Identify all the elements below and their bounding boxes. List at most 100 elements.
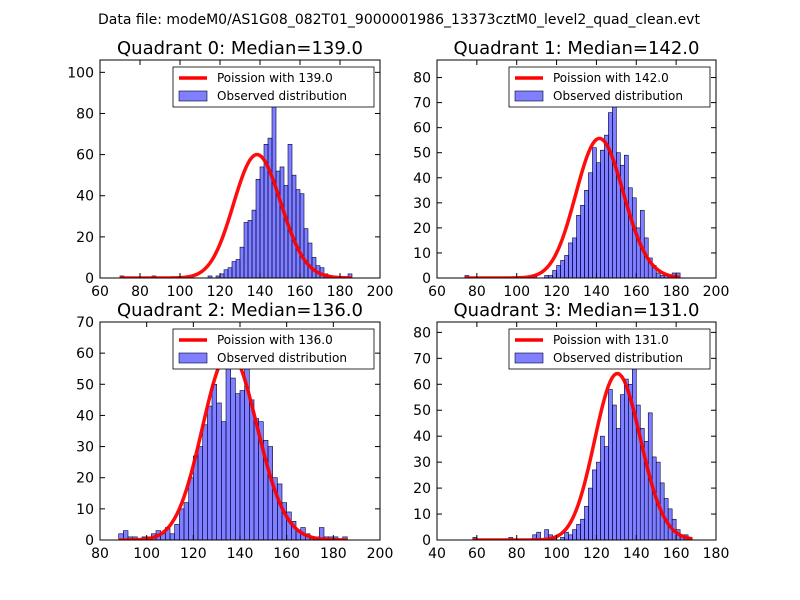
legend-bar-swatch bbox=[178, 352, 208, 364]
x-tick-label: 80 bbox=[131, 284, 149, 300]
x-tick-label: 40 bbox=[428, 546, 446, 562]
histogram-bar bbox=[612, 404, 617, 541]
legend-line-label: Poission with 136.0 bbox=[217, 333, 333, 347]
histogram-bar bbox=[596, 162, 601, 279]
histogram-bar bbox=[564, 255, 569, 279]
y-tick-label: 30 bbox=[413, 455, 431, 471]
y-tick-label: 10 bbox=[413, 507, 431, 523]
histogram-bar bbox=[620, 394, 625, 541]
histogram-bar bbox=[169, 533, 175, 541]
histogram-bar bbox=[221, 421, 227, 541]
suptitle: Data file: modeM0/AS1G08_082T01_90000019… bbox=[98, 12, 700, 28]
histogram-bar bbox=[564, 531, 569, 541]
x-tick-label: 60 bbox=[428, 284, 446, 300]
y-tick-label: 20 bbox=[76, 471, 94, 487]
x-tick-label: 140 bbox=[227, 546, 254, 562]
legend-bar-label: Observed distribution bbox=[553, 351, 683, 365]
y-tick-label: 50 bbox=[76, 377, 94, 393]
histogram-bar bbox=[572, 529, 577, 541]
histogram-bar bbox=[592, 147, 597, 279]
histogram-bar bbox=[287, 144, 293, 279]
legend-line-label: Poission with 139.0 bbox=[217, 71, 333, 85]
histogram-bar bbox=[202, 424, 208, 541]
histogram-bar bbox=[227, 267, 233, 279]
histogram-bar bbox=[267, 137, 273, 279]
histogram-bar bbox=[207, 405, 213, 541]
histogram-bar bbox=[197, 446, 203, 541]
x-tick-label: 160 bbox=[623, 284, 650, 300]
legend-bar-label: Observed distribution bbox=[217, 351, 347, 365]
x-tick-label: 100 bbox=[167, 284, 194, 300]
histogram-bar bbox=[552, 270, 557, 279]
histogram-bar bbox=[580, 518, 585, 541]
histogram-bar bbox=[568, 534, 573, 541]
x-tick-label: 180 bbox=[703, 546, 730, 562]
histogram-bar bbox=[624, 154, 629, 279]
histogram-bar bbox=[231, 261, 237, 279]
x-tick-label: 160 bbox=[287, 284, 314, 300]
y-tick-label: 10 bbox=[413, 246, 431, 262]
y-tick-label: 50 bbox=[413, 146, 431, 162]
y-tick-label: 70 bbox=[76, 315, 94, 331]
histogram-bar bbox=[277, 483, 283, 541]
histogram-bar bbox=[628, 187, 633, 279]
quadrant-3-panel: Quadrant 3: Median=131.040 60 80 100 120 140 1… bbox=[413, 300, 729, 562]
axes-frame bbox=[436, 59, 717, 279]
histogram-bar bbox=[251, 209, 257, 279]
histogram-bar bbox=[223, 269, 229, 279]
histogram-bar bbox=[576, 524, 581, 541]
histogram-bar bbox=[631, 347, 637, 541]
histogram-bar bbox=[239, 246, 245, 279]
legend-bar-swatch bbox=[514, 90, 544, 102]
histogram-bar bbox=[655, 272, 661, 279]
x-tick-label: 120 bbox=[583, 546, 610, 562]
histogram-bar bbox=[592, 469, 597, 541]
histogram-bar bbox=[604, 446, 609, 541]
y-tick-label: 30 bbox=[413, 196, 431, 212]
quadrant-0-panel: Quadrant 0: Median=139.0 60 80 100 120 140 160… bbox=[67, 38, 393, 300]
histogram-bar bbox=[267, 446, 273, 541]
x-tick-label: 80 bbox=[468, 284, 486, 300]
panel-title: Quadrant 0: Median=139.0 bbox=[117, 38, 363, 59]
y-tick-label: 60 bbox=[76, 148, 94, 164]
histogram-bar bbox=[560, 260, 565, 279]
histogram-bar bbox=[174, 524, 180, 541]
y-tick-label: 20 bbox=[413, 481, 431, 497]
histogram-bar bbox=[600, 149, 605, 279]
histogram-bar bbox=[303, 228, 309, 279]
histogram-bar bbox=[588, 172, 593, 279]
x-tick-label: 100 bbox=[133, 546, 160, 562]
histogram-bar bbox=[576, 215, 581, 279]
panel-title: Quadrant 1: Median=142.0 bbox=[454, 38, 700, 59]
histogram-bar bbox=[255, 178, 261, 279]
panel-title: Quadrant 2: Median=136.0 bbox=[117, 300, 363, 321]
quadrant-2-panel: Quadrant 2: Median=136.080 100 120 140 160 18… bbox=[76, 300, 393, 562]
histogram-bar bbox=[235, 259, 241, 279]
histogram-bar bbox=[295, 189, 301, 279]
histogram-bar bbox=[572, 237, 577, 279]
x-tick-label: 120 bbox=[207, 284, 234, 300]
legend-bar-swatch bbox=[178, 90, 208, 102]
histogram-bar bbox=[604, 134, 609, 279]
histogram-bar bbox=[608, 112, 613, 279]
y-tick-label: 60 bbox=[413, 121, 431, 137]
x-tick-label: 60 bbox=[91, 284, 109, 300]
histogram-bar bbox=[247, 220, 253, 279]
y-tick-label: 60 bbox=[76, 346, 94, 362]
histogram-bar bbox=[596, 461, 601, 541]
legend: Poission with 142.0 Observed distribution bbox=[508, 66, 711, 108]
y-tick-label: 40 bbox=[413, 171, 431, 187]
y-tick-label: 0 bbox=[85, 533, 94, 549]
histogram-bar bbox=[299, 193, 305, 279]
y-tick-label: 60 bbox=[413, 377, 431, 393]
y-tick-label: 80 bbox=[413, 325, 431, 341]
y-tick-label: 70 bbox=[413, 351, 431, 367]
histogram-bar bbox=[568, 242, 573, 279]
histogram-bar bbox=[279, 166, 285, 279]
x-tick-label: 100 bbox=[543, 546, 570, 562]
x-tick-label: 60 bbox=[468, 546, 486, 562]
y-tick-label: 40 bbox=[76, 408, 94, 424]
legend-bar-label: Observed distribution bbox=[553, 89, 683, 103]
histogram-bar bbox=[608, 389, 613, 541]
